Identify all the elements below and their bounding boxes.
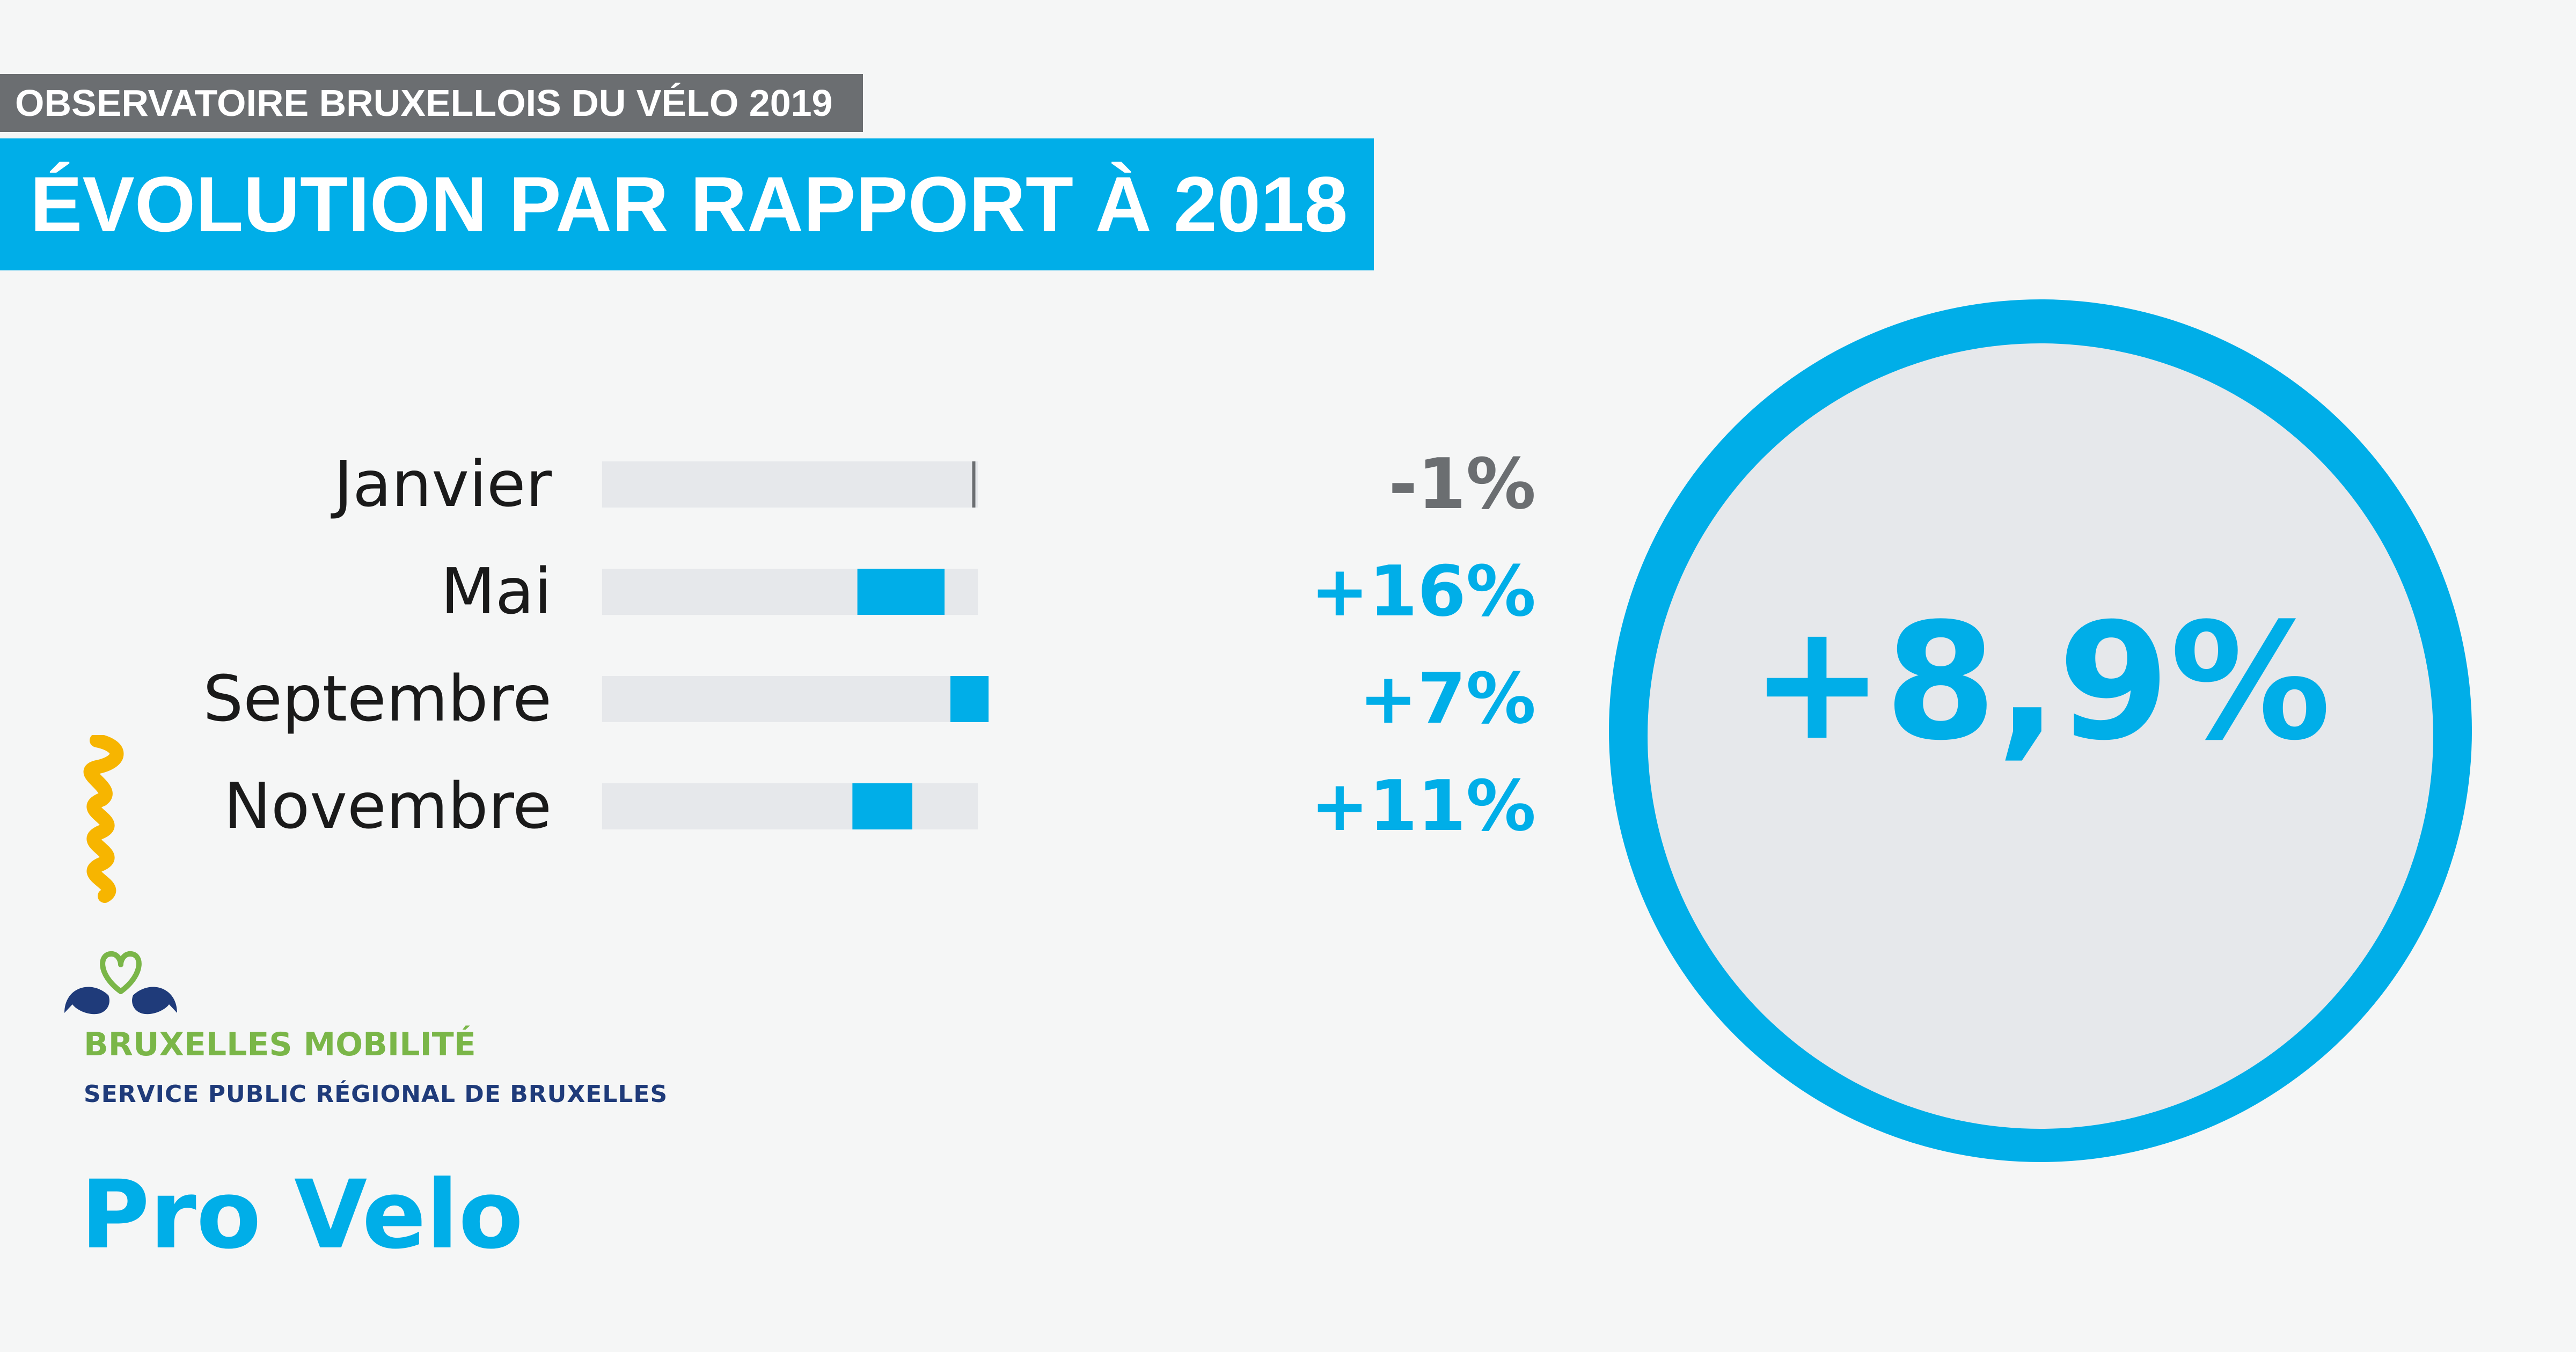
category-label: Mai: [441, 554, 552, 628]
page-title: ÉVOLUTION PAR RAPPORT À 2018: [0, 138, 1374, 270]
value-label: +7%: [1359, 658, 1536, 739]
value-label: -1%: [1388, 443, 1536, 525]
change-bar: [950, 676, 989, 722]
change-bar: [972, 461, 976, 508]
bar-chart: Janvier -1% Mai +16% Septembre +7% Novembre +11…: [203, 443, 1536, 847]
summary-circle: [1648, 343, 2433, 1129]
baseline-track: [602, 783, 978, 829]
category-label: Janvier: [330, 447, 552, 521]
category-label: Septembre: [203, 662, 552, 736]
yellow-spring-icon: [83, 735, 124, 903]
baseline-track: [602, 676, 978, 722]
pro-velo-logo: Pro Velo: [80, 1160, 524, 1270]
value-label: +11%: [1311, 765, 1536, 847]
bruxelles-mobilite-logo-icon: [64, 951, 177, 1015]
baseline-track: [602, 461, 978, 508]
change-bar: [857, 569, 945, 615]
category-label: Novembre: [224, 769, 552, 843]
kicker-banner: OBSERVATOIRE BRUXELLOIS DU VÉLO 2019: [0, 74, 863, 132]
summary-value: +8,9%: [1750, 589, 2331, 776]
bruxelles-mobilite-name: BRUXELLES MOBILITÉ: [84, 1026, 476, 1063]
value-label: +16%: [1311, 550, 1536, 632]
bruxelles-mobilite-subtitle: SERVICE PUBLIC RÉGIONAL DE BRUXELLES: [84, 1081, 668, 1108]
change-bar: [852, 783, 912, 829]
